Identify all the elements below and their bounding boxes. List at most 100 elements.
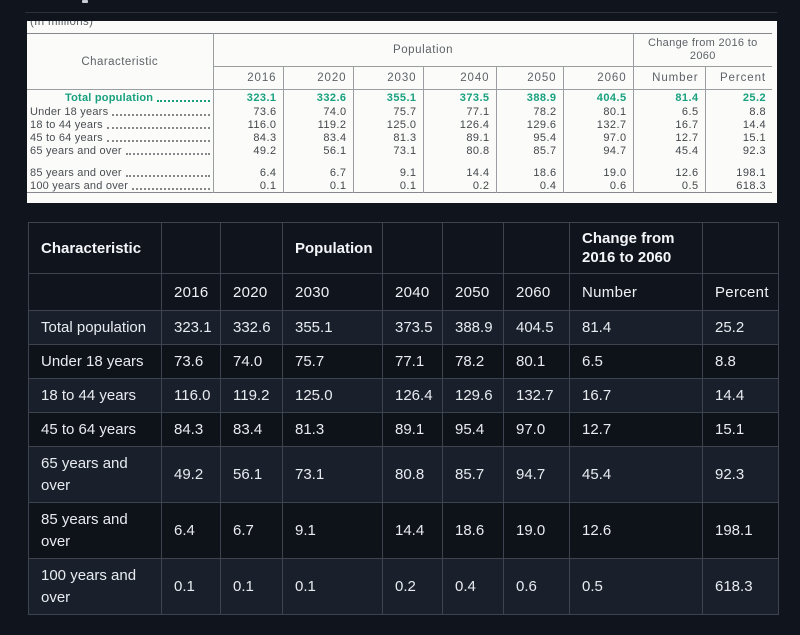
cell: 15.1: [702, 412, 779, 447]
cell: 74.0: [220, 344, 283, 379]
row-label: Total population: [28, 310, 162, 345]
cell: 0.6: [562, 179, 634, 193]
col-group-population: Population: [213, 33, 634, 67]
cell: 0.2: [422, 179, 496, 193]
leader-dots: [112, 113, 210, 116]
cell: 126.4: [382, 378, 443, 413]
row-label: 100 years and over: [28, 558, 162, 615]
table-row: 65 years and over 49.2 56.1 73.1 80.8 85…: [28, 446, 779, 503]
cell: 14.4: [422, 166, 496, 179]
cell: 0.6: [503, 558, 570, 615]
cell: 388.9: [442, 310, 504, 345]
leader-dots: [106, 139, 210, 142]
col-header-characteristic: Characteristic: [28, 222, 162, 274]
table-row: 100 years and over 0.1 0.1 0.1 0.2 0.4 0…: [28, 558, 779, 615]
row-label: 100 years and over: [27, 179, 213, 193]
table-row: Total population 323.1 332.6 355.1 373.5…: [28, 310, 779, 345]
cell: 0.5: [569, 558, 703, 615]
table-row: 65 years and over 49.2 56.1 73.1 80.8 85…: [27, 144, 773, 157]
cell: 19.0: [562, 166, 634, 179]
cell: 14.4: [704, 118, 773, 131]
cell: 0.1: [212, 179, 283, 193]
col-header-number: Number: [569, 273, 703, 311]
cell: 618.3: [704, 179, 773, 193]
col-header-2040: 2040: [382, 273, 443, 311]
source-table-image: (In millions) Characteristic Population …: [27, 21, 777, 203]
cell: 6.5: [569, 344, 703, 379]
row-label: 18 to 44 years: [28, 378, 162, 413]
table-row: 18 to 44 years 116.0 119.2 125.0 126.4 1…: [28, 378, 779, 413]
cell: 332.6: [220, 310, 283, 345]
cell: 12.6: [632, 166, 706, 179]
table-row: 18 to 44 years 116.0 119.2 125.0 126.4 1…: [27, 118, 773, 131]
empty-header-cell: [503, 222, 570, 274]
col-header-2050: 2050: [495, 66, 563, 90]
col-group-change: Change from 2016 to 2060: [632, 33, 773, 67]
col-group-population: Population: [282, 222, 383, 274]
cell: 332.6: [282, 89, 353, 105]
cell: 84.3: [161, 412, 221, 447]
cell: 404.5: [503, 310, 570, 345]
cell: 77.1: [382, 344, 443, 379]
cell: 618.3: [702, 558, 779, 615]
cell: 18.6: [442, 502, 504, 559]
source-table: Characteristic Population Change from 20…: [27, 33, 773, 193]
col-header-2020: 2020: [220, 273, 283, 311]
cell: 0.1: [282, 558, 383, 615]
empty-header-cell: [382, 222, 443, 274]
cell: 373.5: [382, 310, 443, 345]
cell: 0.1: [220, 558, 283, 615]
cell: 132.7: [562, 118, 634, 131]
cell: 323.1: [161, 310, 221, 345]
cell: 49.2: [212, 144, 283, 157]
cell: 0.1: [282, 179, 353, 193]
cell: 75.7: [282, 344, 383, 379]
cell: 25.2: [704, 89, 773, 105]
cell: 15.1: [704, 131, 773, 144]
cell: 80.1: [503, 344, 570, 379]
cell: 95.4: [495, 131, 563, 144]
table-row: 85 years and over 6.4 6.7 9.1 14.4 18.6 …: [28, 502, 779, 559]
row-label: Total population: [27, 90, 213, 106]
col-header-percent: Percent: [702, 273, 779, 311]
cell: 8.8: [702, 344, 779, 379]
table-row: Under 18 years 73.6 74.0 75.7 77.1 78.2 …: [28, 344, 779, 379]
cell: 6.7: [220, 502, 283, 559]
col-header-2030: 2030: [352, 66, 423, 90]
cell: 0.4: [442, 558, 504, 615]
year-header-row: 2016 2020 2030 2040 2050 2060 Number Per…: [27, 66, 773, 90]
cell: 388.9: [495, 89, 563, 105]
cell: 373.5: [422, 89, 496, 105]
row-label: 18 to 44 years: [27, 118, 213, 131]
units-caption: (In millions): [30, 21, 94, 28]
leader-dots: [106, 126, 210, 129]
year-header-row: 2016 2020 2030 2040 2050 2060 Number Per…: [28, 273, 779, 311]
cropped-title-fragment: [82, 0, 88, 3]
cell: 12.7: [569, 412, 703, 447]
cell: 6.7: [282, 166, 353, 179]
cell: 97.0: [503, 412, 570, 447]
cell: 73.6: [212, 105, 283, 118]
col-group-change: Change from 2016 to 2060: [569, 222, 703, 274]
cell: 9.1: [282, 502, 383, 559]
cell: 6.4: [212, 166, 283, 179]
col-header-2060: 2060: [562, 66, 634, 90]
empty-header-cell: [220, 222, 283, 274]
row-label: 65 years and over: [28, 446, 162, 503]
cell: 77.1: [422, 105, 496, 118]
cell: 116.0: [212, 118, 283, 131]
cell: 0.1: [161, 558, 221, 615]
cell: 14.4: [702, 378, 779, 413]
cell: 119.2: [282, 118, 353, 131]
row-label: 85 years and over: [28, 502, 162, 559]
leader-dots: [132, 187, 210, 190]
table-row: 100 years and over 0.1 0.1 0.1 0.2 0.4 0…: [27, 179, 773, 193]
cell: 80.8: [422, 144, 496, 157]
col-header-characteristic: Characteristic: [27, 33, 214, 90]
row-label: 65 years and over: [27, 144, 213, 157]
recreated-table: Characteristic Population Change from 20…: [28, 222, 779, 615]
col-header-2016: 2016: [161, 273, 221, 311]
col-header-2060: 2060: [503, 273, 570, 311]
cell: 97.0: [562, 131, 634, 144]
col-header-2020: 2020: [282, 66, 353, 90]
